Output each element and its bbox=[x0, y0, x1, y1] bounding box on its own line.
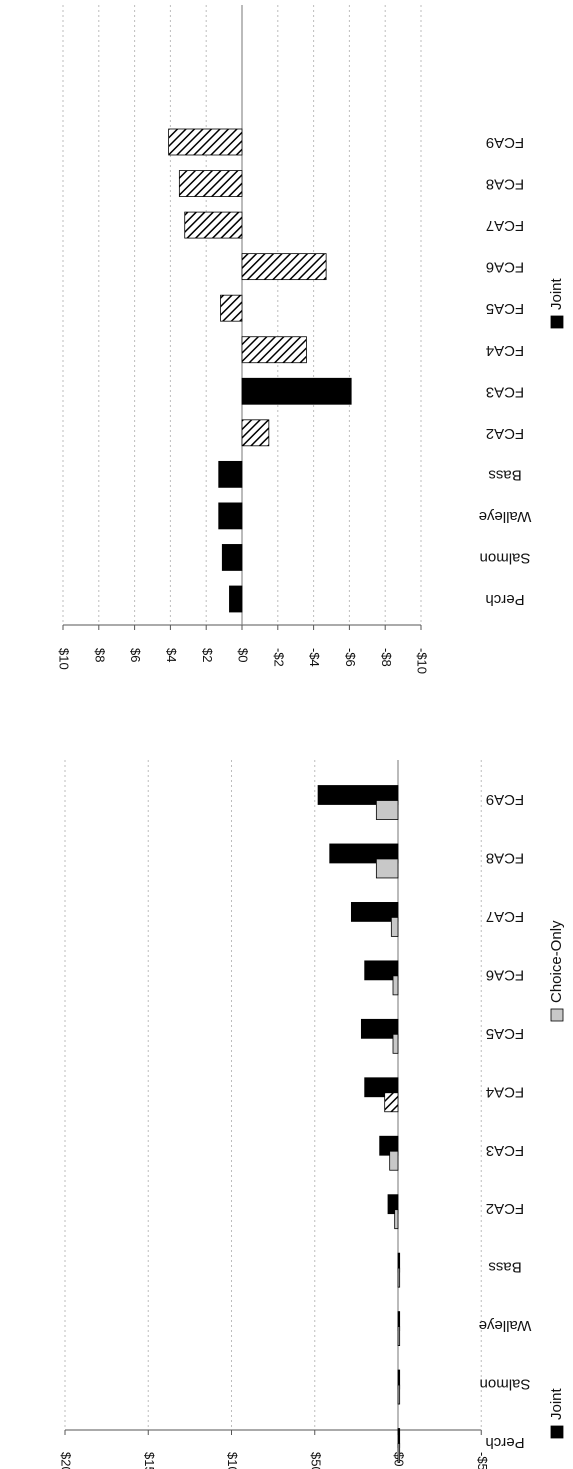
tick-label: $50 bbox=[308, 1452, 323, 1469]
tick-label: -$8 bbox=[379, 648, 394, 667]
bar bbox=[241, 419, 270, 447]
category-label: Walleye bbox=[479, 1317, 532, 1334]
category-label: FCA7 bbox=[486, 217, 524, 234]
bar bbox=[218, 460, 243, 488]
tick-label: $4 bbox=[164, 648, 179, 662]
category-label: Perch bbox=[485, 1434, 524, 1451]
bar bbox=[364, 960, 399, 981]
bar bbox=[397, 1384, 401, 1405]
category-label: FCA8 bbox=[486, 176, 524, 193]
legend-swatch bbox=[550, 315, 564, 329]
chart-2: -$10 -$8 -$6 -$4 -$2 $0 $2 $4 $6 $8 $10 Perch Salmon… bbox=[57, 5, 565, 674]
bar bbox=[241, 377, 352, 405]
tick-label: -$6 bbox=[343, 648, 358, 667]
bar bbox=[397, 1443, 401, 1463]
bar bbox=[218, 502, 243, 530]
tick-label: -$4 bbox=[307, 648, 322, 667]
chart-1: -$50$0$50$100$150$200PerchSalmonWalleyeB… bbox=[59, 760, 565, 1469]
bar bbox=[350, 902, 399, 922]
tick-label: -$2 bbox=[271, 648, 286, 667]
category-label: FCA9 bbox=[486, 134, 524, 151]
bar bbox=[394, 1209, 399, 1230]
category-label: FCA7 bbox=[486, 908, 524, 925]
bar bbox=[178, 170, 243, 197]
category-label: FCA4 bbox=[486, 342, 524, 359]
bar bbox=[241, 253, 327, 281]
bar bbox=[384, 1092, 399, 1113]
tick-label: -$50 bbox=[475, 1452, 490, 1469]
tick-label: $200 bbox=[59, 1452, 74, 1469]
bar bbox=[375, 800, 399, 820]
category-label: Salmon bbox=[480, 1376, 531, 1393]
bar bbox=[387, 1194, 399, 1215]
category-label: FCA6 bbox=[486, 966, 524, 983]
bar bbox=[379, 1135, 399, 1156]
bar bbox=[329, 843, 399, 864]
category-label: FCA8 bbox=[486, 849, 524, 866]
tick-label: $150 bbox=[142, 1452, 157, 1469]
bar bbox=[229, 585, 243, 613]
category-label: Bass bbox=[488, 1259, 521, 1276]
legend-swatch bbox=[550, 1425, 564, 1439]
bar bbox=[360, 1018, 399, 1039]
legend-label: Joint bbox=[548, 1387, 565, 1420]
bar bbox=[364, 1077, 399, 1098]
tick-label: $8 bbox=[92, 648, 107, 662]
category-label: FCA5 bbox=[486, 1025, 524, 1042]
bar bbox=[221, 544, 243, 571]
bar bbox=[392, 1033, 399, 1054]
legend-label: Joint bbox=[548, 277, 565, 310]
charts: -$50 $0 $50 $100 $150 $200 Perch Salmon Walleye B… bbox=[57, 5, 565, 1469]
category-label: Perch bbox=[485, 591, 524, 608]
category-label: FCA3 bbox=[486, 1142, 524, 1159]
legend-swatch bbox=[550, 1008, 564, 1022]
tick-label: $10 bbox=[57, 648, 72, 670]
legend-label: Choice-Only bbox=[548, 920, 565, 1003]
bar bbox=[397, 1267, 401, 1288]
bar bbox=[184, 211, 243, 239]
bar bbox=[375, 858, 399, 879]
category-label: FCA4 bbox=[486, 1083, 524, 1100]
bar bbox=[317, 785, 399, 805]
bar bbox=[392, 975, 399, 996]
category-label: Salmon bbox=[480, 549, 531, 566]
category-label: FCA3 bbox=[486, 383, 524, 400]
tick-label: $6 bbox=[128, 648, 143, 662]
tick-label: $0 bbox=[236, 648, 251, 662]
bar bbox=[389, 1150, 399, 1171]
category-label: FCA6 bbox=[486, 259, 524, 276]
bar bbox=[390, 917, 399, 937]
tick-label: $100 bbox=[225, 1452, 240, 1469]
bar bbox=[241, 336, 307, 364]
bar bbox=[220, 294, 243, 322]
bar bbox=[168, 128, 243, 156]
category-label: FCA2 bbox=[486, 1200, 524, 1217]
category-label: Bass bbox=[488, 466, 521, 483]
tick-label: -$10 bbox=[415, 648, 430, 674]
category-label: FCA5 bbox=[486, 300, 524, 317]
bar bbox=[397, 1326, 401, 1346]
category-label: Walleye bbox=[479, 508, 532, 525]
category-label: FCA9 bbox=[486, 791, 524, 808]
category-label: FCA2 bbox=[486, 425, 524, 442]
tick-label: $2 bbox=[200, 648, 215, 662]
